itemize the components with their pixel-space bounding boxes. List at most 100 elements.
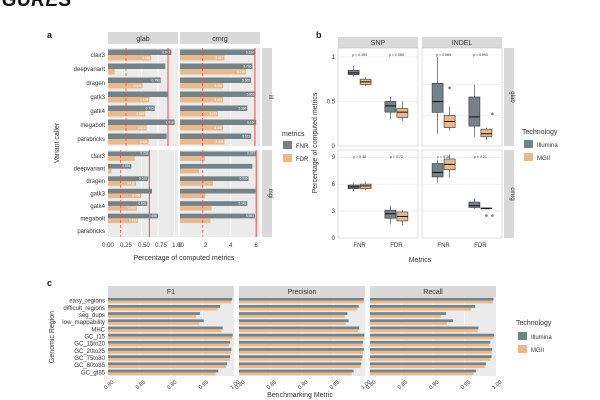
legend-label: FNR (296, 144, 309, 150)
category-label: gatk3 (90, 192, 105, 198)
x-tick-label: 0.25 (120, 243, 132, 249)
data-label: 0.611 (140, 140, 148, 144)
bar-fnr (108, 63, 166, 69)
category-label: GC_t15 (84, 335, 105, 341)
category-label: dragen (86, 179, 105, 185)
bar-fnr (180, 188, 256, 194)
bar-fnr (180, 151, 257, 157)
bar-fdr (108, 218, 138, 224)
data-label: 0.443 (128, 206, 136, 210)
data-label: 3.443 (214, 98, 222, 102)
bar-fnr (180, 77, 252, 83)
facet-strip-mgi (262, 150, 272, 237)
bar-fdr (108, 125, 147, 131)
bar-illumina (239, 304, 359, 308)
x-axis-title: Metrics (409, 257, 432, 264)
bar-mgi (239, 314, 345, 318)
panel-label-c: c (47, 278, 52, 288)
outlier-point (491, 214, 494, 217)
box (384, 101, 397, 113)
facet-label-mgi: mgi (267, 189, 273, 199)
data-label: 0.793 (152, 79, 160, 83)
bar-illumina (370, 362, 486, 366)
bar-mgi (108, 350, 231, 354)
bar-illumina (239, 312, 348, 315)
bar-mgi (239, 350, 364, 354)
data-label: 0.410 (127, 181, 135, 185)
bar-fdr (108, 205, 137, 211)
x-tick-label: 1.00 (172, 243, 184, 249)
category-label: difficult_regions (63, 306, 105, 312)
bar-mgi (108, 343, 229, 347)
facet-label-f1: F1 (167, 289, 175, 296)
bar-fnr (108, 163, 132, 169)
bar-mgi (108, 300, 232, 304)
bar-mgi (108, 322, 200, 325)
bar-mgi (108, 365, 226, 369)
bar-illumina (108, 340, 231, 344)
x-tick-label: 6 (255, 243, 259, 249)
bar-mgi (370, 358, 491, 361)
bar-mgi (370, 343, 490, 347)
bar-illumina (108, 333, 233, 337)
facet-label-recall: Recall (423, 289, 443, 296)
bar-fnr (180, 63, 253, 69)
bar-illumina (370, 319, 454, 323)
data-label: 6.371 (247, 152, 255, 156)
bar-illumina (370, 297, 494, 301)
bar-illumina (108, 362, 228, 366)
y-axis-title: Percentage of computed metrics (312, 92, 319, 193)
data-label: 5.611 (242, 135, 250, 139)
legend-label: MGII (537, 156, 550, 162)
legend-title: metrics (282, 131, 305, 138)
p-value-label: p = 0.350 (352, 53, 367, 57)
legend-swatch-illumina (524, 140, 533, 148)
y-tick-label: 0.5 (327, 99, 336, 105)
bar-fnr (180, 119, 257, 125)
data-label: 0.761 (140, 152, 148, 156)
data-label: 0.583 (142, 56, 150, 60)
x-tick-label: 0.80 (103, 379, 115, 390)
panel-label-b: b (316, 30, 322, 40)
facet-strip-f1 (108, 286, 234, 297)
category-label: gatk4 (90, 109, 105, 115)
bar-illumina (108, 297, 233, 301)
bar-fdr (108, 83, 143, 89)
category-label: low_mappability (62, 320, 105, 326)
bar-illumina (370, 340, 491, 344)
bar-fdr (108, 139, 149, 145)
bar-fdr (180, 181, 214, 186)
bar-mgi (108, 372, 216, 376)
bar-illumina (239, 348, 364, 351)
data-label: 0.531 (134, 84, 142, 88)
data-label: 5.956 (247, 93, 255, 97)
category-label: parabricks (77, 137, 105, 143)
data-label: 5.343 (238, 201, 246, 205)
legend-swatch-illumina (518, 332, 527, 340)
legend-label: FDR (296, 157, 309, 163)
bar-fdr (180, 218, 211, 224)
facet-strip-SNP (338, 37, 418, 48)
bar-mgi (108, 336, 233, 340)
box (468, 96, 481, 127)
x-tick-label: FDR (474, 243, 487, 249)
bar-fdr (180, 125, 224, 131)
bar-fnr (108, 188, 152, 194)
bar-mgi (370, 350, 492, 354)
facet-strip-cmrg (180, 32, 260, 44)
bar-fnr (180, 105, 248, 111)
bar-mgi (239, 343, 363, 347)
data-label: 0.947 (162, 51, 170, 55)
facet-label-glab: glab (136, 36, 149, 43)
bar-fnr (108, 49, 172, 55)
bar-fnr (108, 176, 148, 182)
bar-mgi (239, 358, 362, 361)
y-tick-label: 3 (332, 209, 336, 215)
p-value-label: p = 0.093 (473, 53, 488, 57)
bar-illumina (370, 312, 447, 315)
bar-mgi (108, 329, 222, 333)
x-tick-label: 0.90 (428, 379, 440, 390)
facet-panel (337, 47, 419, 147)
legend-label: Illumina (531, 335, 552, 341)
bar-mgi (370, 314, 442, 318)
